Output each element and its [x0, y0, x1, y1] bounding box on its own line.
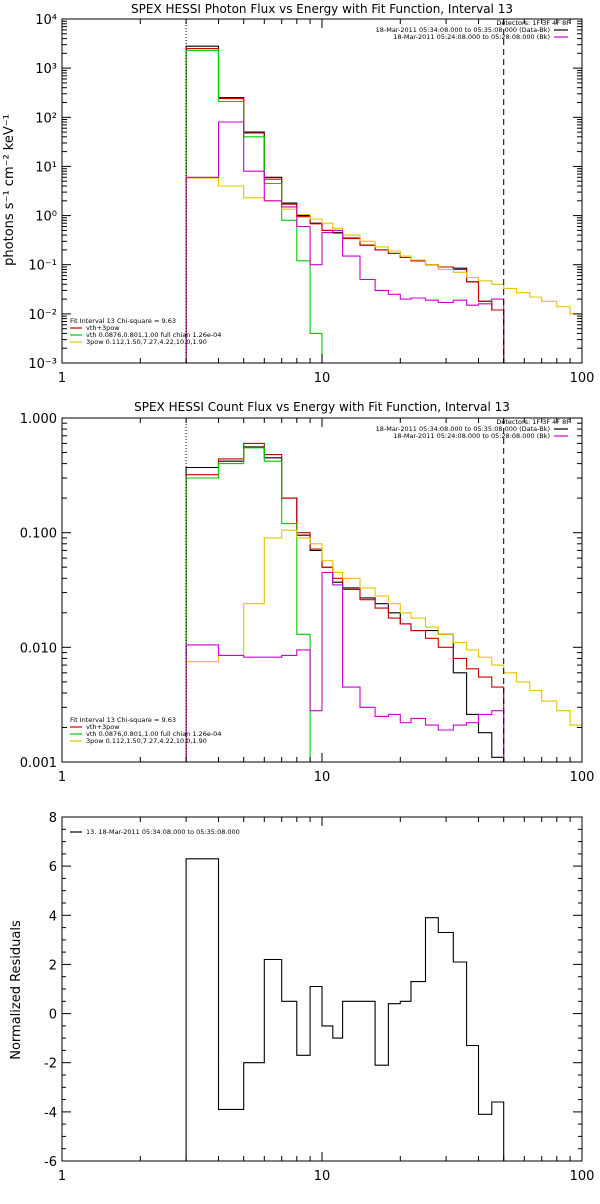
- count-xtick-label: 100: [570, 770, 595, 785]
- count-series-vth: [185, 447, 311, 762]
- photon-series-vth-3pow: [185, 48, 505, 363]
- residuals-marks: [185, 858, 505, 1161]
- residual-ytick-label: -6: [44, 1155, 57, 1170]
- count-legend-bottom-entry: vth+3pow: [86, 723, 120, 731]
- residual-ytick-label: 4: [49, 909, 57, 924]
- residual-xtick-label: 10: [314, 1169, 331, 1184]
- photon-series-3pow: [185, 177, 582, 363]
- residual-xtick-label: 100: [570, 1169, 595, 1184]
- count-ytick-label: 0.001: [20, 756, 57, 771]
- residuals-panel: Normalized Residuals 1 10 100 -6 -4 -2 0 2 4 6 8 1…: [9, 811, 594, 1184]
- photon-series-data-bk: [185, 45, 505, 363]
- residuals-legend: 13. 18-Mar-2011 05:34:08.000 to 05:35:08…: [70, 828, 240, 836]
- photon-series-bk: [185, 121, 505, 363]
- photon-flux-ylabel: photons s⁻¹ cm⁻² keV⁻¹: [2, 114, 17, 266]
- photon-series-vth: [185, 49, 323, 363]
- count-legend-top-entry: 18-Mar-2011 05:34:08.000 to 05:35:08.000…: [376, 425, 550, 433]
- photon-flux-title: SPEX HESSI Photon Flux vs Energy with Fi…: [131, 2, 513, 16]
- photon-legend-top-entry: 18-Mar-2011 05:34:08.000 to 05:35:08.000…: [376, 26, 550, 34]
- photon-legend-top-entry: 18-Mar-2011 05:24:08.000 to 05:28:08.000…: [393, 33, 550, 41]
- residuals-ylabel: Normalized Residuals: [9, 920, 24, 1060]
- count-series-data-bk: [185, 446, 505, 762]
- photon-ytick-label: 10⁰: [35, 210, 57, 225]
- count-ytick-label: 0.010: [20, 641, 57, 656]
- photon-flux-marks: [185, 19, 582, 363]
- photon-flux-ticks: 1 10 100 10⁻³ 10⁻² 10⁻¹ 10⁰ 10¹ 10² 10³ 10⁴: [28, 13, 594, 386]
- count-series-vth-3pow: [185, 442, 505, 762]
- photon-legend-bottom-entry: vth 0.0876,0.801,1.00 full chian 1.26e-0…: [86, 331, 221, 339]
- photon-flux-panel: SPEX HESSI Photon Flux vs Energy with Fi…: [2, 2, 594, 386]
- count-legend-bottom-entry: vth 0.0876,0.801,1.00 full chian 1.26e-0…: [86, 730, 221, 738]
- count-legend-top-entry: 18-Mar-2011 05:24:08.000 to 05:28:08.000…: [393, 432, 550, 440]
- photon-ytick-label: 10⁻¹: [28, 259, 57, 274]
- residual-ytick-label: 2: [49, 958, 57, 973]
- count-series-bk: [185, 571, 505, 762]
- photon-ytick-label: 10²: [35, 111, 57, 126]
- photon-ytick-label: 10¹: [35, 160, 57, 175]
- residual-ytick-label: 0: [49, 1008, 57, 1023]
- photon-ytick-label: 10³: [35, 62, 57, 77]
- count-ytick-label: 1.000: [20, 412, 57, 427]
- count-flux-ticks: 1 10 100 0.001 0.010 0.100 1.000: [20, 412, 595, 785]
- count-ytick-label: 0.100: [20, 527, 57, 542]
- count-flux-marks: [185, 418, 582, 762]
- photon-legend-bottom-entry: 3pow 0.112,1.50,7.27,4.22,10.0,1.90: [86, 338, 207, 346]
- count-flux-panel: SPEX HESSI Count Flux vs Energy with Fit…: [20, 400, 595, 785]
- count-flux-title: SPEX HESSI Count Flux vs Energy with Fit…: [134, 400, 510, 414]
- count-legend-top-header: Detectors: 1F 3F 4F 8F: [496, 418, 570, 426]
- count-legend-bottom-entry: 3pow 0.112,1.50,7.27,4.22,10.0,1.90: [86, 737, 207, 745]
- photon-xtick-label: 1: [58, 371, 66, 386]
- photon-xtick-label: 10: [314, 371, 331, 386]
- photon-ytick-label: 10⁻²: [28, 308, 57, 323]
- residual-ytick-label: 6: [49, 860, 57, 875]
- photon-legend-top-header: Detectors: 1F 3F 4F 8F: [496, 19, 570, 27]
- count-series-3pow: [185, 529, 582, 762]
- residuals-ticks: 1 10 100 -6 -4 -2 0 2 4 6 8: [44, 811, 594, 1184]
- photon-ytick-label: 10⁴: [35, 13, 57, 28]
- residual-ytick-label: 8: [49, 811, 57, 826]
- photon-legend-bottom-header: Fit Interval 13 Chi-square = 9.63: [70, 317, 176, 325]
- count-xtick-label: 10: [314, 770, 331, 785]
- residual-legend-entry: 13. 18-Mar-2011 05:34:08.000 to 05:35:08…: [86, 828, 240, 836]
- photon-legend-bottom-entry: vth+3pow: [86, 324, 120, 332]
- residual-series-13-18-mar-2011-05-34-08-000-to-05-35-08-000: [185, 858, 505, 1161]
- photon-ytick-label: 10⁻³: [28, 357, 57, 372]
- count-legend-bottom-header: Fit Interval 13 Chi-square = 9.63: [70, 716, 176, 724]
- residual-ytick-label: -2: [44, 1057, 57, 1072]
- count-xtick-label: 1: [58, 770, 66, 785]
- photon-xtick-label: 100: [570, 371, 595, 386]
- residual-ytick-label: -4: [44, 1106, 57, 1121]
- residual-xtick-label: 1: [58, 1169, 66, 1184]
